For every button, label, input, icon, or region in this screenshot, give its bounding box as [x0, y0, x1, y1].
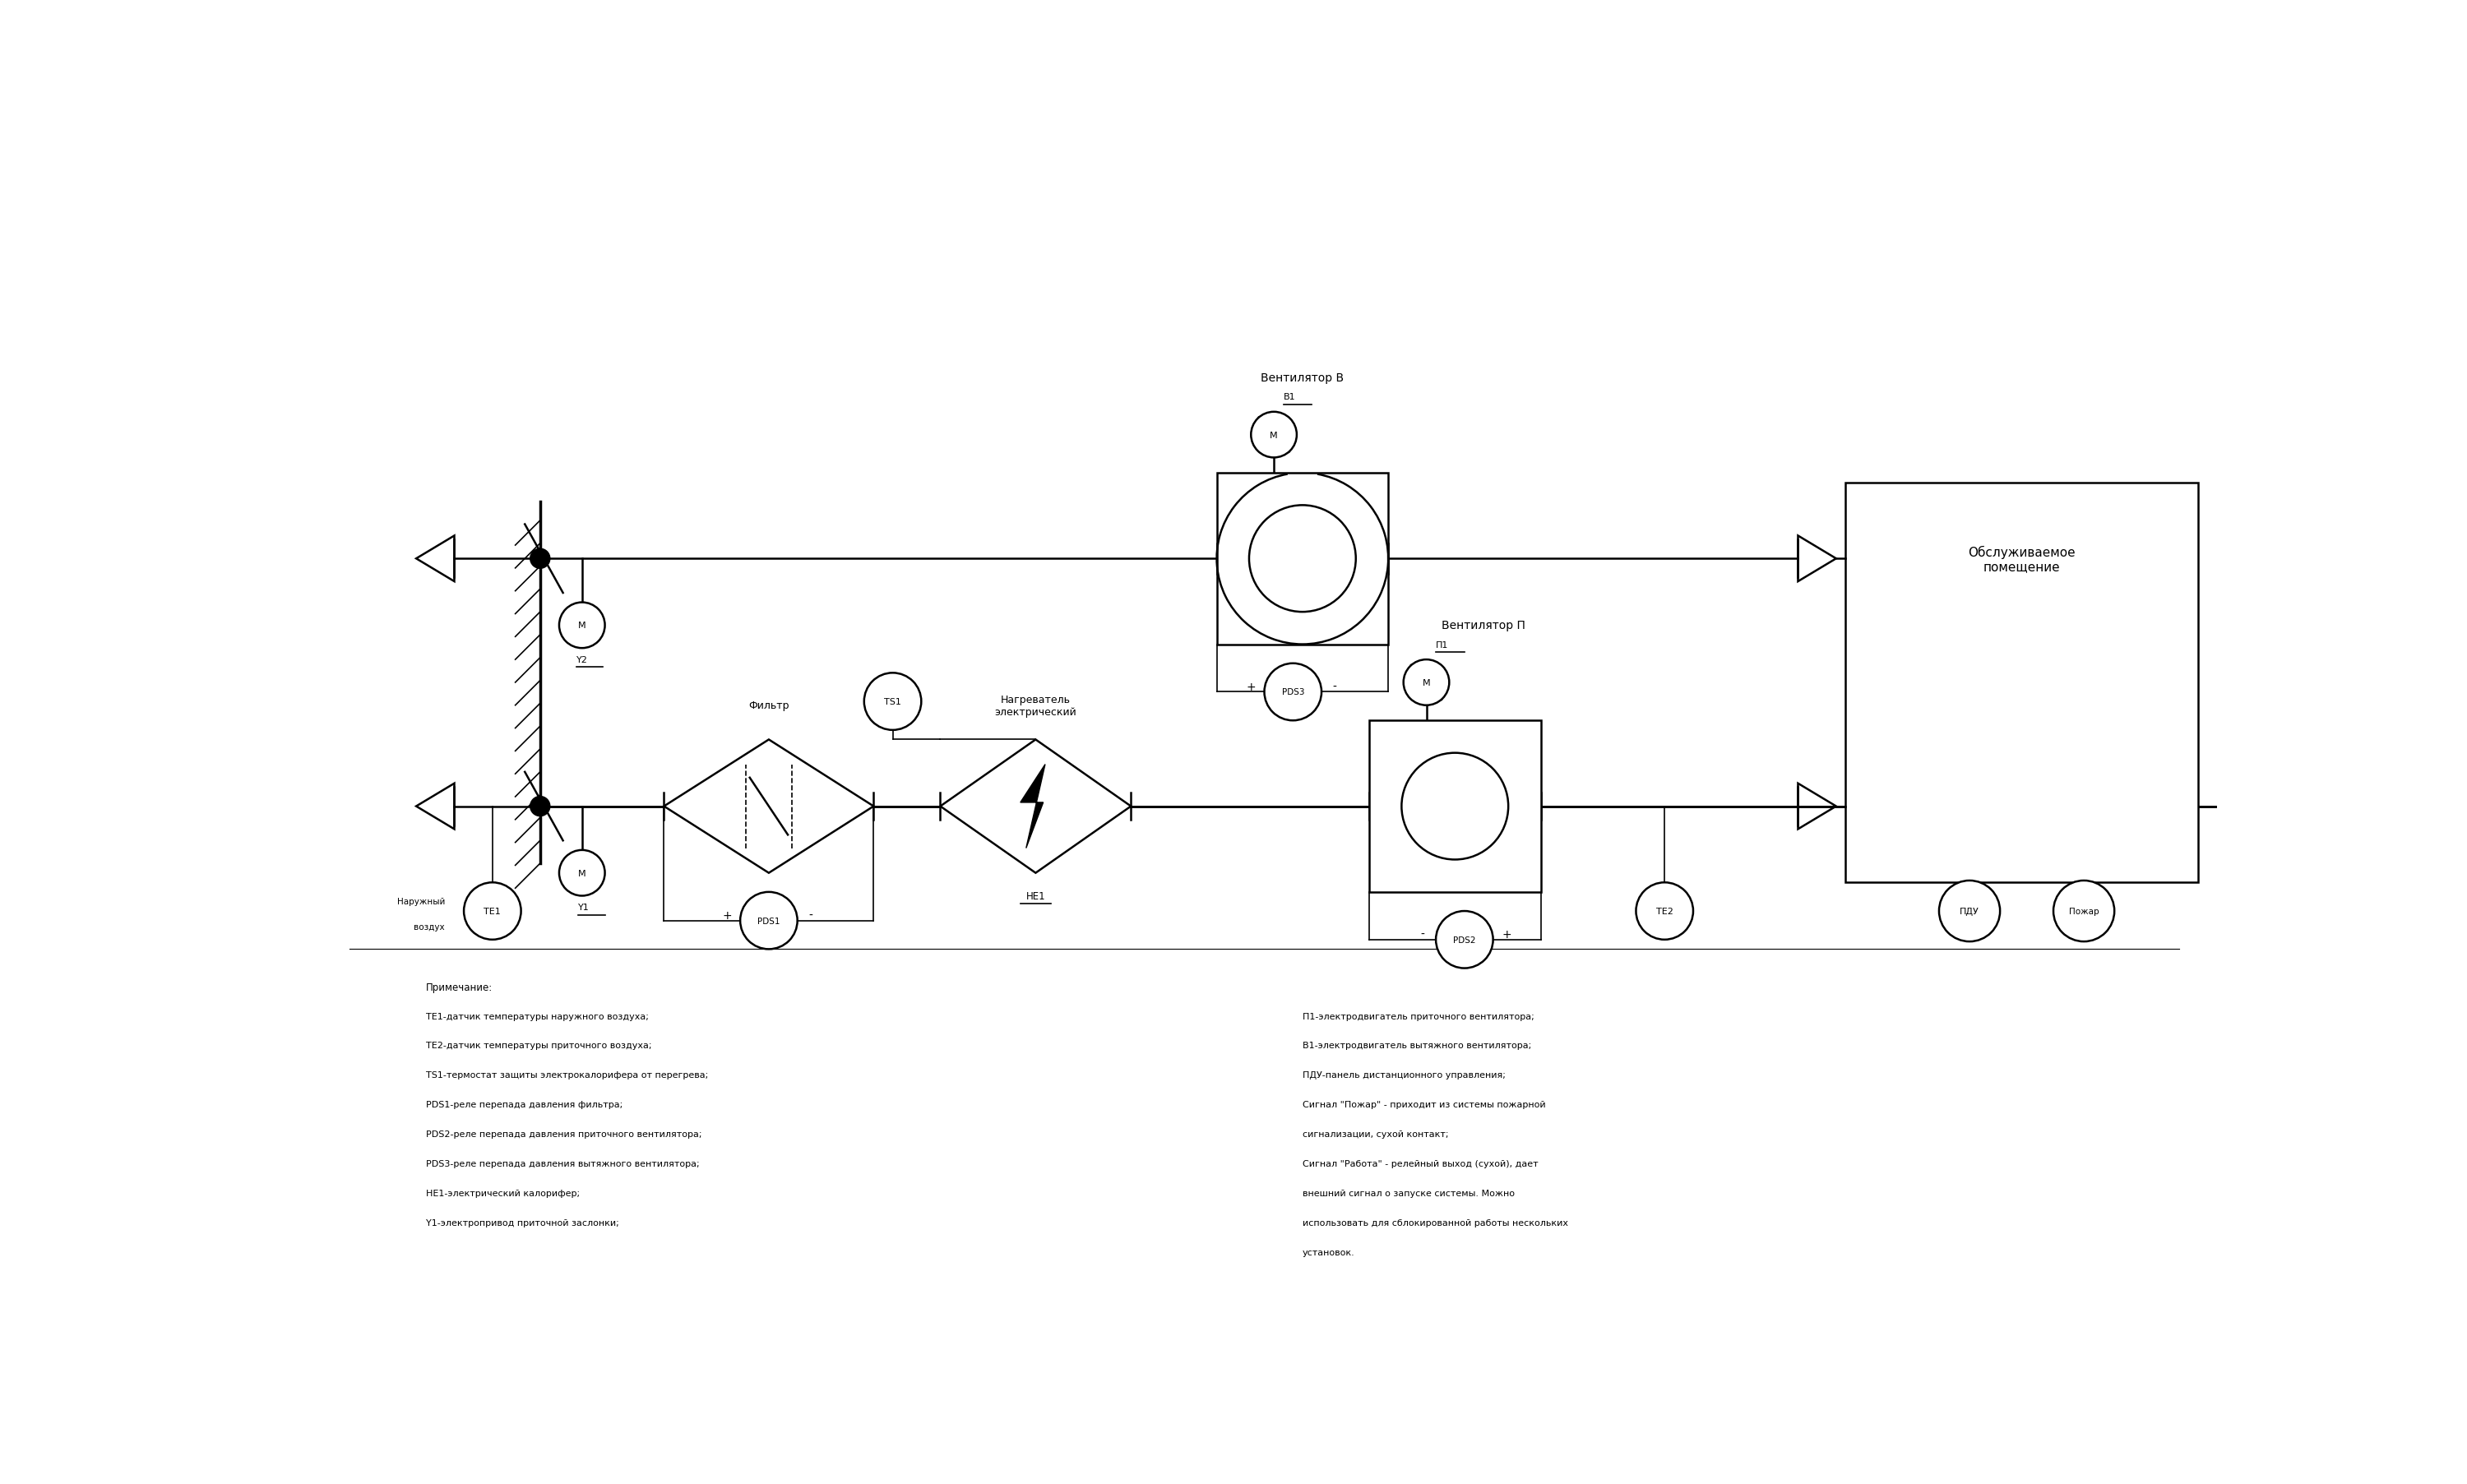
Text: внешний сигнал о запуске системы. Можно: внешний сигнал о запуске системы. Можно	[1303, 1189, 1515, 1198]
Text: TE2: TE2	[1655, 907, 1673, 916]
Text: PDS1-реле перепада давления фильтра;: PDS1-реле перепада давления фильтра;	[427, 1101, 622, 1109]
Text: использовать для сблокированной работы нескольких: использовать для сблокированной работы н…	[1303, 1218, 1569, 1227]
Text: Вентилятор П: Вентилятор П	[1441, 620, 1525, 631]
Text: Обслуживаемое
помещение: Обслуживаемое помещение	[1969, 545, 2075, 573]
Polygon shape	[1021, 764, 1046, 849]
Polygon shape	[664, 741, 873, 873]
Text: -: -	[1421, 929, 1423, 939]
Text: установок.: установок.	[1303, 1248, 1354, 1257]
Text: M: M	[1271, 430, 1278, 439]
Polygon shape	[940, 741, 1130, 873]
Circle shape	[2053, 881, 2114, 942]
Text: M: M	[577, 870, 587, 877]
Circle shape	[1436, 911, 1493, 969]
Text: PDS2: PDS2	[1453, 936, 1475, 944]
Text: Сигнал "Работа" - релейный выход (сухой), дает: Сигнал "Работа" - релейный выход (сухой)…	[1303, 1159, 1537, 1168]
Circle shape	[1263, 663, 1322, 721]
Bar	[1369, 721, 1542, 892]
Text: TE2-датчик температуры приточного воздуха;: TE2-датчик температуры приточного воздух…	[427, 1042, 651, 1049]
Circle shape	[464, 883, 521, 939]
Text: PDS3-реле перепада давления вытяжного вентилятора;: PDS3-реле перепада давления вытяжного ве…	[427, 1159, 698, 1168]
Text: TE1-датчик температуры наружного воздуха;: TE1-датчик температуры наружного воздуха…	[427, 1012, 649, 1020]
Text: PDS1: PDS1	[757, 917, 780, 925]
Text: Наружный: Наружный	[397, 898, 444, 905]
Text: П1-электродвигатель приточного вентилятора;: П1-электродвигатель приточного вентилято…	[1303, 1012, 1534, 1020]
Text: Фильтр: Фильтр	[748, 700, 789, 711]
Text: Y1-электропривод приточной заслонки;: Y1-электропривод приточной заслонки;	[427, 1218, 619, 1227]
Text: HE1: HE1	[1026, 890, 1046, 901]
Circle shape	[1251, 413, 1298, 459]
Circle shape	[1404, 660, 1448, 705]
Circle shape	[740, 892, 797, 950]
Text: +: +	[1502, 929, 1512, 939]
Text: TS1-термостат защиты электрокалорифера от перегрева;: TS1-термостат защиты электрокалорифера о…	[427, 1071, 708, 1079]
Circle shape	[1939, 881, 2001, 942]
Text: HE1-электрический калорифер;: HE1-электрический калорифер;	[427, 1189, 580, 1198]
Text: TE1: TE1	[484, 907, 501, 916]
Circle shape	[560, 603, 604, 649]
Text: -: -	[1332, 681, 1337, 693]
Text: +: +	[723, 910, 733, 922]
Text: Сигнал "Пожар" - приходит из системы пожарной: Сигнал "Пожар" - приходит из системы пож…	[1303, 1101, 1544, 1109]
Text: Вентилятор В: Вентилятор В	[1261, 372, 1345, 384]
Text: воздух: воздух	[414, 923, 444, 930]
Text: +: +	[1246, 681, 1256, 693]
Text: M: M	[577, 622, 587, 629]
Circle shape	[560, 850, 604, 896]
Text: ПДУ: ПДУ	[1959, 907, 1979, 916]
Text: TS1: TS1	[883, 697, 900, 706]
Circle shape	[1248, 506, 1357, 613]
Text: Y2: Y2	[577, 656, 587, 663]
Text: В1: В1	[1283, 393, 1295, 401]
Text: Примечание:: Примечание:	[427, 982, 493, 993]
Bar	[1216, 473, 1389, 644]
Circle shape	[1401, 754, 1507, 859]
Text: PDS2-реле перепада давления приточного вентилятора;: PDS2-реле перепада давления приточного в…	[427, 1129, 701, 1138]
Circle shape	[530, 795, 550, 818]
Text: П1: П1	[1436, 641, 1448, 649]
Text: M: M	[1423, 678, 1431, 687]
Bar	[1845, 482, 2198, 883]
Text: Нагреватель
электрический: Нагреватель электрический	[994, 695, 1076, 717]
Circle shape	[863, 674, 920, 730]
Text: PDS3: PDS3	[1283, 689, 1305, 696]
Circle shape	[1636, 883, 1692, 939]
Text: Y1: Y1	[577, 904, 590, 911]
Text: Пожар: Пожар	[2070, 907, 2099, 916]
Circle shape	[530, 549, 550, 570]
Text: -: -	[809, 910, 812, 922]
Text: сигнализации, сухой контакт;: сигнализации, сухой контакт;	[1303, 1129, 1448, 1138]
Text: В1-электродвигатель вытяжного вентилятора;: В1-электродвигатель вытяжного вентилятор…	[1303, 1042, 1532, 1049]
Text: ПДУ-панель дистанционного управления;: ПДУ-панель дистанционного управления;	[1303, 1071, 1505, 1079]
